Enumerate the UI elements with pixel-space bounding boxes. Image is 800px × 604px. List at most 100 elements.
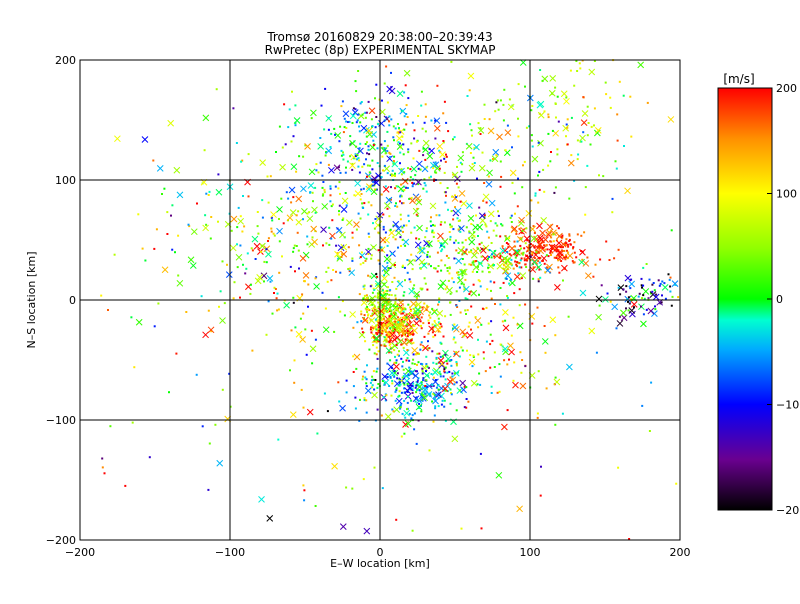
data-point <box>411 414 414 417</box>
data-point <box>232 297 235 300</box>
data-point <box>569 243 572 246</box>
data-point <box>242 263 244 266</box>
data-point <box>408 359 411 362</box>
data-point <box>440 242 443 245</box>
data-point <box>446 371 449 374</box>
data-point <box>669 285 672 288</box>
data-point-cross <box>254 277 262 285</box>
data-point <box>494 303 496 305</box>
data-point <box>468 231 471 234</box>
data-point <box>488 271 491 274</box>
data-point <box>392 174 395 177</box>
data-point <box>161 193 163 195</box>
data-point <box>565 238 568 241</box>
data-point <box>185 311 188 313</box>
data-point <box>330 279 333 282</box>
data-point <box>575 256 578 259</box>
data-point-cross <box>465 142 473 150</box>
data-point-cross <box>433 391 440 399</box>
data-point-cross <box>582 260 590 267</box>
data-point <box>377 259 380 262</box>
data-point <box>383 164 386 167</box>
data-point <box>392 312 395 314</box>
data-point <box>578 62 581 65</box>
data-point <box>278 125 281 128</box>
data-point <box>131 421 134 424</box>
data-point <box>347 246 350 249</box>
data-point <box>365 308 368 311</box>
data-point <box>396 131 399 134</box>
data-point <box>514 256 517 259</box>
data-point <box>593 124 595 127</box>
data-point <box>345 486 348 489</box>
scatter-points <box>100 59 680 540</box>
data-point <box>377 383 380 385</box>
data-point <box>236 243 238 246</box>
data-point-cross <box>290 163 298 171</box>
data-point <box>565 135 567 138</box>
data-point <box>393 370 396 372</box>
data-point <box>423 335 426 338</box>
data-point <box>453 136 456 139</box>
data-point <box>385 116 388 119</box>
data-point <box>557 227 560 230</box>
data-point <box>364 111 367 114</box>
data-point <box>278 240 281 243</box>
data-point <box>531 254 534 256</box>
data-point <box>329 185 332 188</box>
data-point <box>390 118 393 121</box>
data-point <box>431 331 434 334</box>
data-point <box>488 256 490 258</box>
data-point <box>315 163 318 166</box>
data-point <box>412 157 415 160</box>
data-point-cross <box>507 103 515 111</box>
data-point <box>310 117 313 120</box>
y-tick-label: −100 <box>46 414 76 427</box>
data-point <box>455 364 458 367</box>
data-point <box>401 376 404 379</box>
data-point-cross <box>485 180 493 188</box>
data-point <box>351 257 354 260</box>
data-point <box>400 320 403 323</box>
data-point <box>455 249 458 252</box>
data-point <box>483 118 486 120</box>
data-point-cross <box>466 202 473 209</box>
data-point <box>370 315 373 318</box>
data-point <box>383 344 386 347</box>
data-point-cross <box>491 155 499 163</box>
data-point <box>412 353 415 356</box>
data-point <box>403 432 406 435</box>
data-point-cross <box>310 109 317 117</box>
data-point-cross <box>353 221 360 228</box>
data-point <box>326 280 329 283</box>
data-point <box>538 247 541 249</box>
data-point <box>292 196 295 199</box>
data-point <box>429 311 432 314</box>
data-point <box>395 389 398 392</box>
data-point <box>383 304 386 307</box>
data-point <box>410 339 413 342</box>
data-point-cross <box>502 308 509 316</box>
data-point <box>452 173 455 176</box>
data-point <box>535 249 537 252</box>
data-point <box>386 244 389 247</box>
data-point-cross <box>346 219 353 226</box>
data-point <box>527 245 530 248</box>
data-point <box>555 257 558 259</box>
data-point <box>345 120 348 123</box>
data-point-cross <box>386 155 393 163</box>
data-point <box>425 355 428 358</box>
data-point-cross <box>555 239 563 247</box>
data-point <box>425 370 427 373</box>
data-point <box>362 261 365 264</box>
data-point <box>321 186 324 189</box>
data-point <box>456 165 458 168</box>
data-point <box>366 298 369 301</box>
data-point-cross <box>289 411 297 418</box>
data-point <box>401 264 404 267</box>
data-point <box>432 235 435 238</box>
data-point <box>387 267 390 269</box>
data-point <box>427 240 430 243</box>
data-point <box>405 113 408 115</box>
data-point <box>403 317 406 320</box>
